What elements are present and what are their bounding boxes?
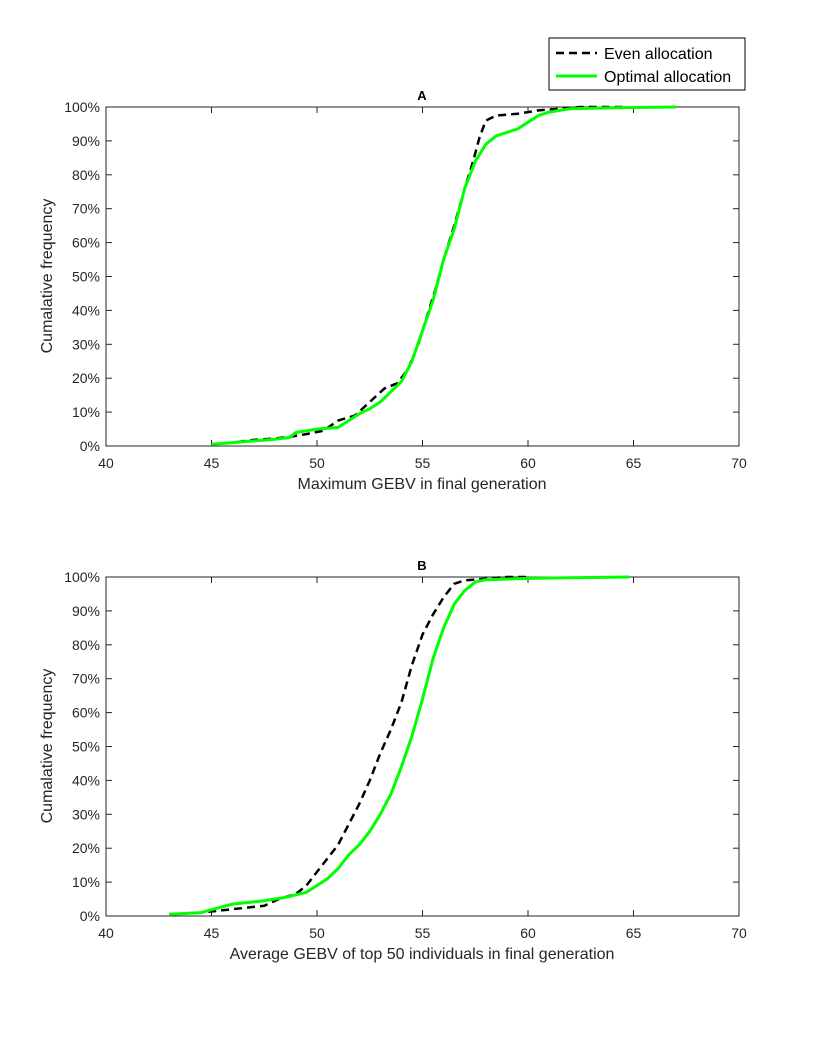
y-tick-label: 90% (72, 133, 100, 149)
y-tick-label: 80% (72, 167, 100, 183)
x-tick-label: 60 (520, 925, 536, 941)
panel-a: A 40 45 50 55 60 65 70 0% 10% 20% 30% 40% 50% 60% 70%… (39, 88, 747, 493)
x-tick-label: 70 (731, 925, 747, 941)
panel-b: B 40 45 50 55 60 65 70 0% 10% 20% 30% 40% 50% 60% 70%… (39, 558, 747, 963)
panel-b-series-even-line (169, 575, 528, 916)
y-tick-label: 60% (72, 235, 100, 251)
x-tick-label: 50 (309, 455, 325, 471)
x-tick-label: 65 (626, 925, 642, 941)
panel-b-y-label: Cumalative frequency (39, 669, 56, 824)
y-tick-label: 10% (72, 404, 100, 420)
y-tick-label: 50% (72, 739, 100, 755)
panel-b-x-ticks: 40 45 50 55 60 65 70 (98, 577, 747, 941)
y-tick-label: 30% (72, 806, 100, 822)
x-tick-label: 45 (204, 455, 220, 471)
x-tick-label: 70 (731, 455, 747, 471)
panel-a-y-ticks: 0% 10% 20% 30% 40% 50% 60% 70% 80% 90% 100% (64, 99, 739, 454)
y-tick-label: 100% (64, 99, 100, 115)
y-tick-label: 70% (72, 201, 100, 217)
panel-b-series (169, 575, 630, 916)
x-tick-label: 55 (415, 925, 431, 941)
y-tick-label: 80% (72, 637, 100, 653)
y-tick-label: 10% (72, 874, 100, 890)
legend-label-even: Even allocation (604, 46, 713, 63)
panel-b-title: B (417, 558, 426, 573)
panel-b-x-label: Average GEBV of top 50 individuals in fi… (230, 946, 615, 963)
x-tick-label: 60 (520, 455, 536, 471)
y-tick-label: 50% (72, 269, 100, 285)
y-tick-label: 90% (72, 603, 100, 619)
panel-a-series-even-line (211, 105, 623, 446)
y-tick-label: 30% (72, 336, 100, 352)
y-tick-label: 20% (72, 370, 100, 386)
x-tick-label: 40 (98, 455, 114, 471)
y-tick-label: 40% (72, 302, 100, 318)
x-tick-label: 40 (98, 925, 114, 941)
legend: Even allocation Optimal allocation (548, 37, 746, 91)
panel-a-plot-area (105, 106, 740, 447)
panel-b-plot-area (105, 576, 740, 917)
y-tick-label: 0% (80, 438, 100, 454)
panel-a-series-optimal-line (211, 105, 676, 446)
x-tick-label: 45 (204, 925, 220, 941)
legend-label-optimal: Optimal allocation (604, 69, 731, 86)
x-tick-label: 55 (415, 455, 431, 471)
y-tick-label: 100% (64, 569, 100, 585)
panel-b-y-ticks: 0% 10% 20% 30% 40% 50% 60% 70% 80% 90% 100% (64, 569, 739, 924)
panel-a-title: A (417, 88, 427, 103)
y-tick-label: 60% (72, 705, 100, 721)
panel-b-series-optimal-line (169, 575, 630, 916)
panel-a-series (211, 105, 676, 446)
x-tick-label: 50 (309, 925, 325, 941)
y-tick-label: 0% (80, 908, 100, 924)
legend-box (548, 37, 746, 91)
y-tick-label: 20% (72, 840, 100, 856)
panel-a-x-ticks: 40 45 50 55 60 65 70 (98, 107, 747, 471)
y-tick-label: 40% (72, 772, 100, 788)
x-tick-label: 65 (626, 455, 642, 471)
y-tick-label: 70% (72, 671, 100, 687)
panel-a-y-label: Cumalative frequency (39, 199, 56, 354)
panel-a-x-label: Maximum GEBV in final generation (298, 476, 547, 493)
